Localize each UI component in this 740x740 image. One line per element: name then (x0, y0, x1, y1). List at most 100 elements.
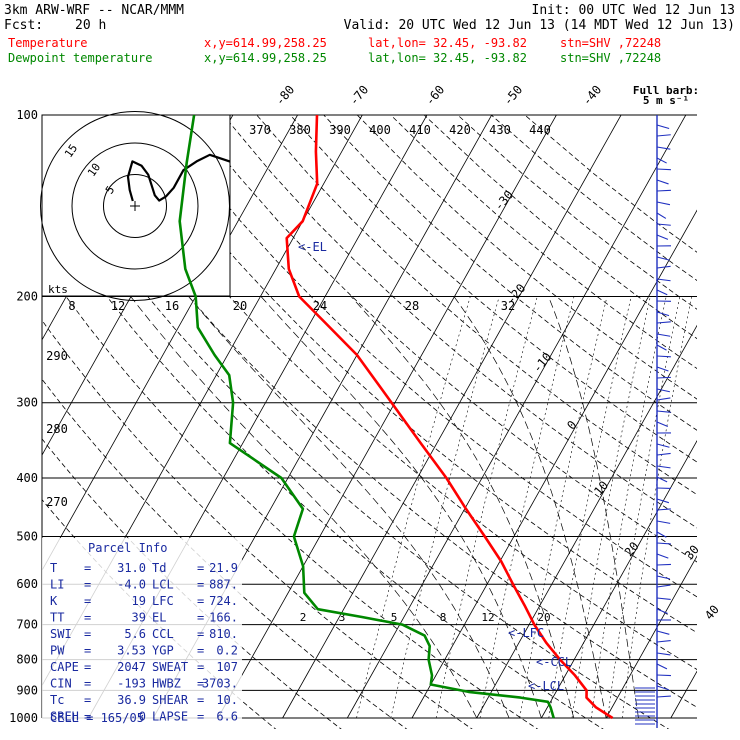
parcel-info-cell: 39 (132, 611, 146, 625)
theta-label-left: 270 (46, 495, 68, 509)
pressure-tick-label: 700 (16, 618, 38, 632)
theta-label: 390 (329, 123, 351, 137)
parcel-info-cell-motion: CELL = 165/05 (50, 711, 144, 725)
wind-barb (656, 223, 671, 226)
pressure-tick-label: 300 (16, 396, 38, 410)
level-markers: <-EL <-LFC <-CCL <-LCL (298, 240, 572, 693)
wind-barb (656, 421, 669, 427)
level-marker: <-LFC (508, 626, 544, 640)
wind-barb (656, 289, 668, 296)
wind-barb (656, 563, 671, 566)
parcel-info-cell: Td (152, 561, 166, 575)
hodograph-ring (71, 142, 199, 270)
parcel-info-cell: -4.0 (117, 578, 146, 592)
parcel-info-cell: PW (50, 644, 65, 658)
hodograph-ring-label: 10 (85, 161, 103, 179)
theta-label: 400 (369, 123, 391, 137)
mixing-ratio-line (571, 296, 651, 719)
dewpoint-temperature-trace (178, 115, 555, 719)
isotherm-label: 20 (622, 539, 642, 559)
wind-barb (656, 410, 671, 413)
mixing-ratio-line (356, 296, 471, 719)
top-isotherm-label: -80 (273, 83, 298, 109)
temperature-trace (285, 115, 614, 720)
mixing-ratio-label: 28 (405, 299, 419, 313)
parcel-info-cell: = (84, 660, 91, 674)
top-isotherm-label: -70 (347, 83, 372, 109)
dry-adiabat-line (155, 115, 697, 598)
wind-barb (656, 452, 671, 456)
mixing-ratio-label: 24 (313, 299, 327, 313)
parcel-info-cell: CAPE (50, 660, 79, 674)
parcel-info-cell: 3703. (202, 677, 238, 691)
parcel-info-cell: 19 (132, 594, 146, 608)
wind-barb (656, 674, 671, 677)
dry-adiabat-line (88, 115, 697, 670)
wind-barb (656, 179, 669, 185)
model-title: 3km ARW-WRF -- NCAR/MMM (4, 3, 184, 18)
parcel-info-cell: 0.2 (216, 644, 238, 658)
theta-label-left: 290 (46, 349, 68, 363)
dry-adiabat-line (42, 261, 539, 729)
dewpoint-legend-latlon: lat,lon= 32.45, -93.82 (368, 51, 527, 65)
parcel-info-cell: SHEAR (152, 693, 189, 707)
wind-barb (656, 476, 668, 483)
isotherm-label: 0 (564, 418, 579, 433)
pressure-tick-label: 800 (16, 653, 38, 667)
parcel-info-cell: = (197, 627, 204, 641)
forecast-hour: 20 h (75, 18, 106, 33)
isotherm-line (476, 324, 697, 719)
dewpoint-legend-xy: x,y=614.99,258.25 (204, 51, 327, 65)
wind-barb (656, 355, 671, 358)
parcel-info-cell: = (84, 644, 91, 658)
parcel-info-cell: = (197, 611, 204, 625)
parcel-info-box: Parcel Info T = 31.0 Td = 21.9 LI = -4.0 LCL = 887. K… (42, 538, 242, 728)
isotherm-label: -40 (580, 83, 605, 109)
dry-adiabat-line (42, 204, 604, 729)
parcel-info-cell: LAPSE (152, 710, 188, 724)
top-isotherm-label: -60 (423, 83, 448, 109)
dry-adiabat-line (42, 319, 473, 729)
wind-barb (656, 465, 671, 469)
mixing-ratio-label-lower: 5 (391, 611, 398, 624)
parcel-info-cell: 5.6 (124, 627, 146, 641)
parcel-info-cell: T (50, 561, 57, 575)
parcel-info-cell: Tc (50, 693, 64, 707)
parcel-info-cell: 6.6 (216, 710, 238, 724)
dewpoint-legend-station: stn=SHV ,72248 (560, 51, 661, 65)
temperature-legend-label: Temperature (8, 36, 87, 50)
parcel-info-cell: = (84, 677, 91, 691)
isotherm-line (346, 115, 687, 719)
parcel-info-cell: = (197, 644, 204, 658)
barb-key-value: 5 m s⁻¹ (643, 94, 689, 107)
isotherm-line (605, 555, 697, 719)
wind-barb (656, 333, 671, 337)
wind-barb (656, 321, 671, 324)
forecast-label: Fcst: (4, 18, 43, 33)
level-marker: <-CCL (536, 655, 572, 669)
isotherm-line (217, 115, 557, 719)
parcel-info-cell: 10. (216, 693, 238, 707)
parcel-info-cell: = (197, 561, 204, 575)
dry-adiabat-line (42, 146, 670, 729)
parcel-info-cell: 724. (209, 594, 238, 608)
theta-label: 370 (249, 123, 271, 137)
dry-adiabat-line (55, 115, 697, 708)
wind-barb (656, 265, 671, 269)
parcel-info-cell: = (84, 594, 91, 608)
dry-adiabat-line (122, 115, 697, 634)
parcel-info-cell: SREH (50, 710, 79, 724)
wind-barb (656, 234, 669, 240)
hodograph-ring (103, 174, 167, 238)
wind-barb (656, 168, 671, 171)
pressure-tick-label: 200 (16, 290, 38, 304)
parcel-info-cell: CIN (50, 677, 72, 691)
isotherm-label: -30 (492, 188, 517, 214)
wind-barb (656, 344, 667, 351)
mixing-ratio-label-lower: 20 (537, 611, 550, 624)
wind-barb (656, 157, 667, 164)
wind-barb (656, 366, 669, 372)
parcel-info-cell: 21.9 (209, 561, 238, 575)
parcel-info-cell: = (84, 693, 91, 707)
level-marker: <-LCL (528, 679, 564, 693)
